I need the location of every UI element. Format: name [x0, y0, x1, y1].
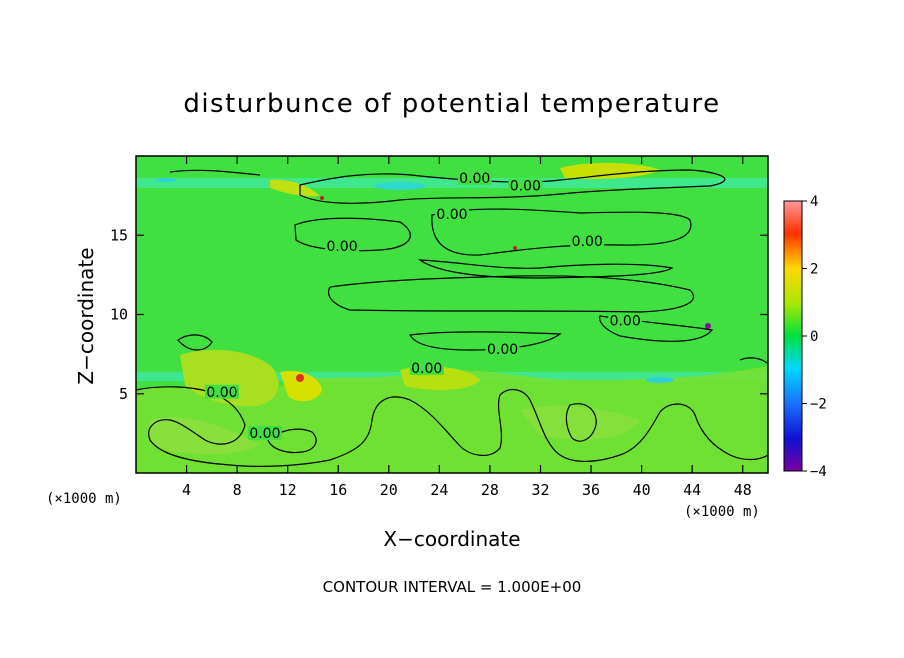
x-tick-label: 16 — [329, 481, 347, 499]
y-axis: 5 10 15 — [110, 226, 768, 403]
contour-line — [267, 428, 317, 454]
x-tick-label: 28 — [481, 481, 499, 499]
hot-spot — [320, 196, 324, 200]
x-axis-label: X−coordinate — [383, 527, 520, 551]
contour-line — [299, 169, 726, 204]
x-tick-label: 32 — [531, 481, 549, 499]
contour-label-bg — [247, 425, 282, 440]
contour-label: 0.00 — [510, 179, 541, 195]
colorbar-tick-label: 0 — [810, 329, 818, 345]
contour-label-bg — [508, 178, 543, 193]
warm-region — [280, 370, 322, 402]
contour-label-bg — [204, 384, 239, 399]
contour-line — [565, 403, 597, 442]
contour-line — [169, 169, 261, 176]
contour-line — [409, 331, 562, 351]
contour-line — [739, 357, 768, 365]
contour-interval-note: CONTOUR INTERVAL = 1.000E+00 — [323, 578, 582, 596]
contour-label-bg — [608, 313, 643, 328]
x-tick-label: 4 — [182, 481, 191, 499]
contour-label: 0.00 — [459, 171, 490, 187]
chart-title: disturbunce of potential temperature — [183, 89, 720, 119]
contour-label-bg — [485, 341, 520, 356]
contour-line — [599, 315, 714, 342]
contour-labels: 0.00 0.00 0.00 0.00 0.00 0.00 0.00 0.00 0.00 0.00 — [204, 170, 643, 442]
colorbar: −4 −2 0 2 4 — [783, 194, 827, 480]
y-tick-label: 5 — [119, 385, 128, 403]
cool-spot — [646, 377, 674, 383]
contour-line — [294, 217, 411, 252]
warm-region — [180, 349, 279, 407]
x-tick-label: 40 — [633, 481, 651, 499]
x-tick-label: 36 — [582, 481, 600, 499]
y-axis-label: Z−coordinate — [74, 247, 98, 384]
contour-label-bg — [457, 170, 492, 185]
contour-label: 0.00 — [610, 313, 641, 329]
contour-label: 0.00 — [436, 207, 467, 223]
cool-spot — [156, 178, 176, 182]
z-unit-label: (×1000 m) — [46, 491, 122, 507]
contour-line — [417, 259, 674, 279]
contour-label: 0.00 — [249, 426, 280, 442]
hot-spot — [513, 246, 517, 250]
contour-label: 0.00 — [487, 342, 518, 358]
x-axis: 4 8 12 16 20 24 28 32 36 40 44 48 — [182, 156, 752, 499]
contour-line — [136, 386, 768, 467]
x-tick-label: 44 — [683, 481, 701, 499]
contour-label-bg — [570, 234, 605, 249]
x-tick-label: 48 — [734, 481, 752, 499]
contour-label: 0.00 — [572, 234, 603, 250]
contour-label: 0.00 — [326, 239, 357, 255]
contour-line — [328, 275, 695, 313]
hot-spot — [296, 374, 304, 382]
colorbar-tick-label: −4 — [810, 464, 827, 480]
y-tick-label: 15 — [110, 226, 128, 244]
colorbar-gradient — [783, 200, 803, 472]
warm-region — [270, 179, 320, 197]
warm-region — [150, 417, 260, 455]
contour-label-bg — [325, 238, 360, 253]
contour-label: 0.00 — [411, 361, 442, 377]
contour-label-bg — [409, 360, 444, 375]
cool-band-top — [136, 178, 768, 188]
cool-spot — [374, 182, 426, 190]
colorbar-tick-label: 4 — [810, 194, 818, 210]
colorbar-tick-label: 2 — [810, 262, 818, 278]
warm-region — [520, 405, 640, 440]
colorbar-ticks: −4 −2 0 2 4 — [802, 194, 827, 480]
y-tick-label: 10 — [110, 306, 128, 324]
x-tick-label: 12 — [279, 481, 297, 499]
plot-area: 0.00 0.00 0.00 0.00 0.00 0.00 0.00 0.00 0.00 0.00 — [136, 156, 768, 473]
x-unit-label: (×1000 m) — [684, 504, 760, 520]
contour-lines — [136, 169, 768, 467]
x-tick-label: 20 — [380, 481, 398, 499]
colorbar-tick-label: −2 — [810, 397, 827, 413]
x-tick-label: 24 — [430, 481, 448, 499]
contour-label-bg — [435, 207, 469, 222]
contour-label: 0.00 — [206, 385, 237, 401]
x-tick-label: 8 — [233, 481, 242, 499]
warm-region — [560, 162, 660, 180]
contour-line — [177, 334, 213, 351]
contour-line — [431, 208, 692, 256]
hot-spot — [705, 323, 711, 329]
